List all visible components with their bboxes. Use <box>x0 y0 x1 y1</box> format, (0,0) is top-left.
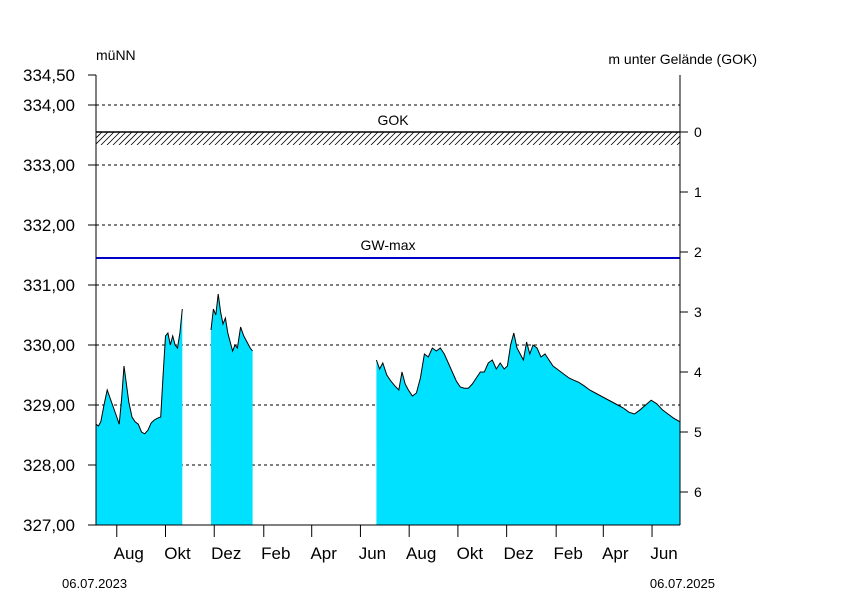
gok-hatch <box>96 132 680 145</box>
area-series <box>95 293 681 525</box>
axes: 327,00 328,00 329,00 330,00 331,00 332,00 333,… <box>23 66 702 563</box>
right-tick-label: 5 <box>694 424 702 440</box>
x-tick-label: Okt <box>164 544 191 563</box>
y-tick-label: 327,00 <box>23 516 75 535</box>
area-segment-2 <box>211 294 253 525</box>
right-tick-label: 2 <box>694 244 702 260</box>
x-tick-label: Apr <box>602 544 629 563</box>
y-tick-label: 328,00 <box>23 456 75 475</box>
y-tick-label: 332,00 <box>23 216 75 235</box>
area-segment-1 <box>96 309 183 525</box>
y-tick-label: 331,00 <box>23 276 75 295</box>
x-start-date-label: 06.07.2023 <box>62 576 127 591</box>
series-line-3 <box>375 332 681 423</box>
y-tick-label: 330,00 <box>23 336 75 355</box>
left-axis-unit-label: müNN <box>96 47 136 63</box>
y-tick-label: 329,00 <box>23 396 75 415</box>
right-tick-label: 4 <box>694 364 702 380</box>
series-line-2 <box>210 293 253 353</box>
x-tick-label: Aug <box>406 544 436 563</box>
x-tick-label: Okt <box>457 544 484 563</box>
reference-lines: GOK GW-max <box>96 112 680 259</box>
right-tick-label: 3 <box>694 304 702 320</box>
gok-label: GOK <box>377 112 409 128</box>
y-tick-label: 334,00 <box>23 96 75 115</box>
x-tick-label: Apr <box>310 544 337 563</box>
right-tick-label: 6 <box>694 484 702 500</box>
x-tick-label: Jun <box>359 544 386 563</box>
x-tick-label: Jun <box>650 544 677 563</box>
x-tick-label: Dez <box>504 544 534 563</box>
series-line-1 <box>95 308 183 435</box>
area-segment-3 <box>376 333 680 525</box>
axis-labels: müNN m unter Gelände (GOK) 06.07.2023 06… <box>62 47 757 591</box>
gwmax-label: GW-max <box>361 237 416 253</box>
right-axis-unit-label: m unter Gelände (GOK) <box>608 51 757 67</box>
hatch-lines <box>96 132 680 145</box>
x-tick-label: Feb <box>554 544 583 563</box>
y-tick-label: 334,50 <box>23 66 75 85</box>
right-tick-label: 1 <box>694 184 702 200</box>
x-tick-label: Aug <box>114 544 144 563</box>
right-tick-label: 0 <box>694 124 702 140</box>
x-end-date-label: 06.07.2025 <box>650 576 715 591</box>
y-tick-label: 333,00 <box>23 156 75 175</box>
x-tick-label: Dez <box>211 544 241 563</box>
x-tick-label: Feb <box>261 544 290 563</box>
